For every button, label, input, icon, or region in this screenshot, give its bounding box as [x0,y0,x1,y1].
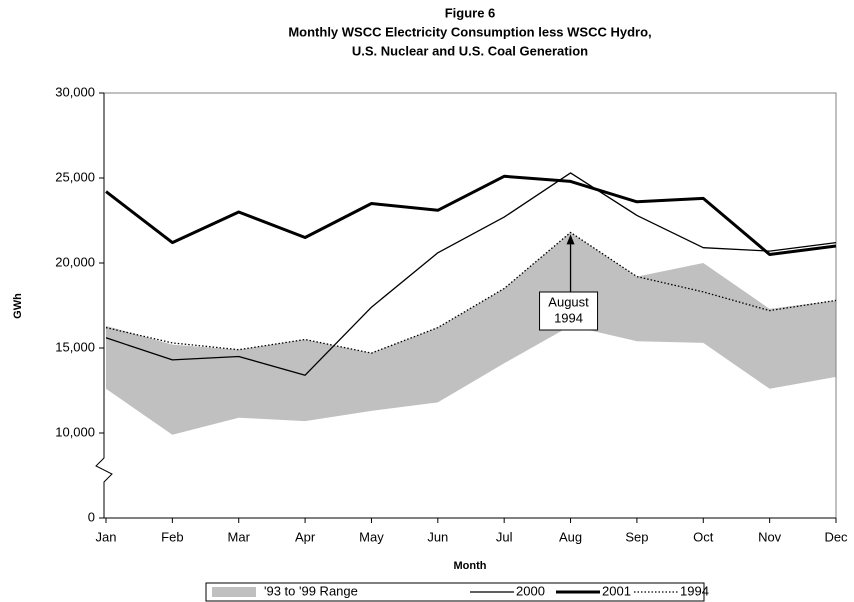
x-tick-label: Jul [496,529,513,544]
range-area [106,232,836,435]
annotation-arrowhead [566,234,575,245]
x-tick-label: Mar [228,529,251,544]
series-line [105,174,837,256]
x-tick-label: Jan [96,529,117,544]
y-tick-label: 15,000 [55,339,95,354]
annotation-text: August [548,294,589,309]
x-tick-label: Nov [758,529,782,544]
axis-break [95,453,113,487]
plot-area: 0 10,000 15,000 20,000 25,000 30,000 Jan Feb Mar… [55,84,848,544]
chart-title: U.S. Nuclear and U.S. Coal Generation [352,43,588,58]
legend: '93 to '99 Range 2000 2001 1994 [212,583,709,598]
series-line [105,172,837,376]
legend-swatch [212,587,256,597]
legend-label: 1994 [680,583,709,598]
x-tick-label: Apr [295,529,316,544]
x-tick-label: May [359,529,384,544]
x-tick-label: Dec [824,529,848,544]
chart-title: Figure 6 [445,5,496,20]
chart-title: Monthly WSCC Electricity Consumption les… [288,24,651,39]
series-line [105,231,837,354]
y-tick-label: 20,000 [55,254,95,269]
y-tick-label: 10,000 [55,424,95,439]
x-tick-label: Sep [625,529,648,544]
legend-label: 2000 [516,583,545,598]
legend-box [205,582,705,602]
x-tick-label: Aug [559,529,582,544]
annotation-text: 1994 [554,310,583,325]
y-axis-label: GWh [12,293,24,319]
x-tick-label: Oct [693,529,714,544]
x-tick-label: Jun [427,529,448,544]
y-tick-label: 0 [88,509,95,524]
legend-label: '93 to '99 Range [264,583,358,598]
y-tick-label: 25,000 [55,169,95,184]
x-tick-label: Feb [161,529,183,544]
x-axis-label: Month [454,560,487,572]
annotation-box [539,291,599,331]
y-tick-label: 30,000 [55,84,95,99]
legend-label: 2001 [602,583,631,598]
